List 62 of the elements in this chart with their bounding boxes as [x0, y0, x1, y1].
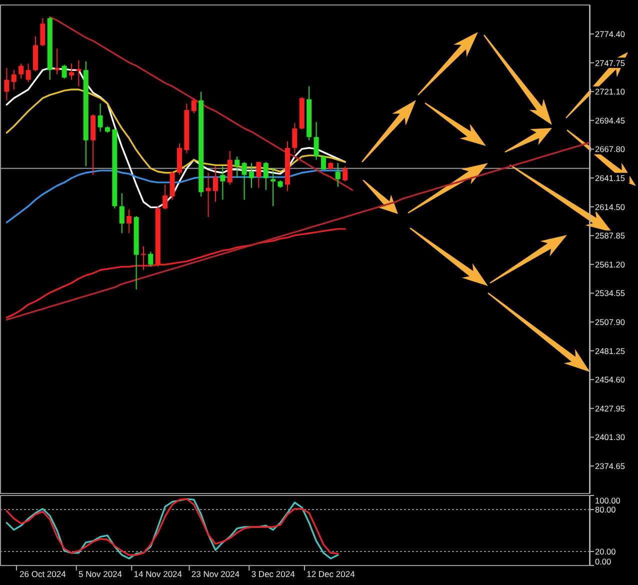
y-tick-label: 2401.30 [595, 432, 626, 442]
candlestick [220, 166, 226, 200]
candlestick [141, 246, 146, 270]
candlestick [62, 64, 67, 80]
candlestick [249, 162, 254, 188]
line-series [6, 67, 346, 208]
y-tick-label: 2507.90 [595, 316, 626, 327]
y-tick-label: 0.00 [595, 556, 612, 566]
candlestick [227, 150, 232, 186]
candlestick [69, 63, 74, 80]
x-tick-label: 14 Nov 2024 [134, 569, 182, 579]
candlestick [234, 156, 240, 178]
y-tick-label: 2561.20 [595, 259, 626, 270]
candlestick [270, 168, 276, 207]
y-tick-label: 2534.55 [595, 288, 626, 298]
candlestick [170, 171, 175, 200]
line-series [6, 142, 590, 321]
candlestick [126, 208, 132, 234]
candlestick [256, 161, 262, 188]
candlestick [335, 162, 340, 188]
y-tick-label: 2427.95 [595, 403, 626, 414]
y-tick-label: 2481.25 [595, 346, 626, 356]
y-tick-label: 100.00 [595, 496, 621, 506]
y-tick-label: 2667.80 [595, 144, 626, 154]
x-tick-label: 3 Dec 2024 [251, 569, 296, 579]
x-tick-label: 12 Dec 2024 [306, 569, 356, 579]
candlestick [292, 122, 298, 154]
candlestick [11, 70, 16, 90]
y-tick-label: 2694.45 [595, 115, 626, 126]
x-tick-label: 5 Nov 2024 [78, 569, 122, 579]
candlestick [54, 48, 60, 75]
candlestick [148, 251, 154, 268]
candlestick [263, 161, 268, 191]
y-tick-label: 2747.75 [595, 58, 626, 68]
candlestick [40, 18, 46, 47]
candlestick [98, 103, 103, 132]
line-series [6, 228, 346, 318]
candlestick [191, 98, 196, 114]
candlestick [206, 172, 211, 218]
candlestick [76, 60, 82, 87]
y-tick-label: 2614.50 [595, 202, 626, 212]
candlestick [242, 161, 247, 200]
x-tick-label: 26 Oct 2024 [20, 569, 66, 579]
candlestick [213, 166, 218, 202]
y-tick-label: 2454.60 [595, 374, 626, 385]
y-tick-label: 2641.15 [595, 172, 626, 183]
y-tick-label: 2721.10 [595, 86, 626, 97]
y-tick-label: 2374.65 [595, 460, 626, 471]
x-tick-label: 23 Nov 2024 [191, 569, 240, 579]
candlestick [4, 67, 10, 101]
candlestick [314, 121, 319, 160]
candlestick [162, 184, 168, 210]
y-tick-label: 2774.40 [595, 28, 626, 39]
candlestick [18, 63, 24, 80]
candlestick [26, 63, 31, 82]
candlestick [342, 166, 348, 182]
candlestick [321, 154, 326, 170]
line-series [49, 16, 354, 191]
candlestick [119, 192, 124, 234]
y-tick-label: 20.00 [595, 546, 616, 556]
y-tick-label: 80.00 [595, 504, 616, 514]
y-tick-label: 2587.85 [595, 230, 626, 241]
